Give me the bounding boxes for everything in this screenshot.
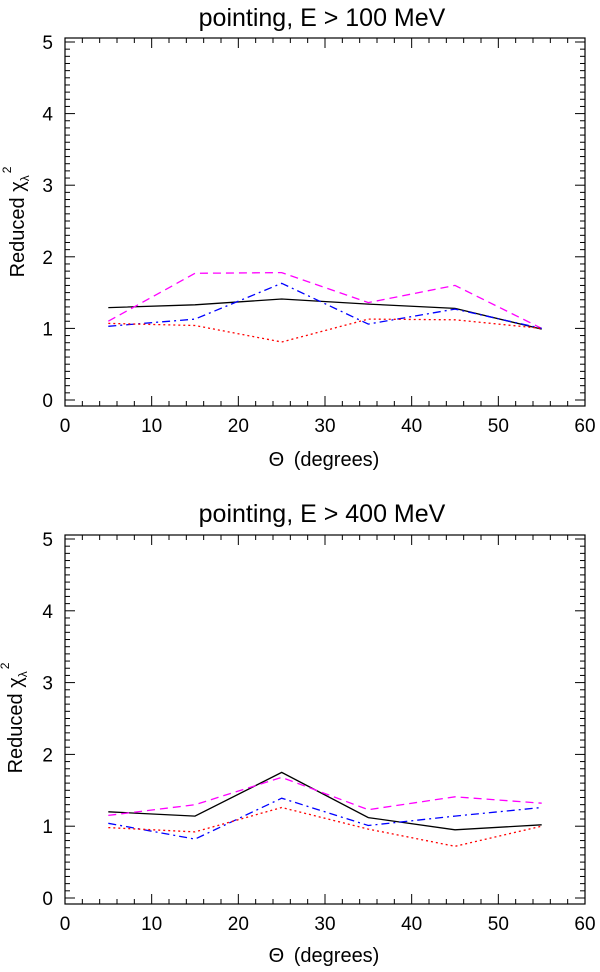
axis-ticks	[64, 535, 586, 904]
y-tick-label: 5	[42, 530, 53, 551]
x-tick-label: 20	[228, 416, 249, 437]
y-axis-chi: χ	[5, 677, 27, 688]
y-tick-label: 3	[42, 176, 53, 197]
x-axis-label: Θ (degrees)	[269, 945, 380, 967]
y-axis-label: Reduced χλ2	[0, 166, 32, 277]
axis-ticks	[64, 38, 586, 406]
x-axis-unit: (degrees)	[294, 945, 380, 967]
x-tick-label: 40	[401, 914, 422, 935]
y-tick-label: 0	[42, 391, 53, 412]
tick-labels: 0 10 20 30 40 50 60 0 1 2 3 4 5	[42, 530, 595, 935]
x-axis-theta: Θ	[269, 945, 285, 967]
x-tick-label: 50	[488, 416, 509, 437]
y-tick-label: 2	[42, 248, 53, 269]
y-tick-label: 1	[42, 319, 53, 340]
x-tick-label: 30	[314, 914, 335, 935]
x-axis-theta: Θ	[269, 449, 285, 471]
y-tick-label: 1	[42, 817, 53, 838]
y-axis-subscript: λ	[16, 671, 30, 677]
chart-title: pointing, E > 400 MeV	[199, 500, 446, 528]
x-axis-label: Θ (degrees)	[269, 449, 380, 471]
y-axis-label-text: Reduced	[5, 688, 27, 774]
plot-frame	[64, 534, 586, 905]
series-line-solid	[108, 771, 542, 831]
y-tick-label: 3	[42, 674, 53, 695]
tick-labels: 0 10 20 30 40 50 60 0 1 2 3 4 5	[42, 33, 595, 437]
y-axis-superscript: 2	[0, 662, 12, 669]
y-tick-label: 4	[42, 105, 53, 126]
y-tick-label: 5	[42, 33, 53, 54]
x-tick-label: 10	[141, 914, 162, 935]
svg-text:Reduced χλ2: Reduced χλ2	[0, 662, 30, 773]
x-tick-label: 30	[314, 416, 335, 437]
x-tick-label: 60	[574, 416, 595, 437]
series-line-dashed	[108, 776, 542, 817]
series-line-dotted	[108, 318, 542, 343]
y-axis-chi: χ	[7, 181, 29, 192]
y-axis-label: Reduced χλ2	[0, 662, 30, 773]
series-lines	[107, 271, 542, 343]
x-tick-label: 60	[574, 914, 595, 935]
x-tick-label: 0	[60, 914, 71, 935]
y-axis-label-text: Reduced	[7, 192, 29, 278]
x-tick-label: 50	[488, 914, 509, 935]
x-tick-label: 40	[401, 416, 422, 437]
y-tick-label: 0	[42, 889, 53, 910]
series-line-dashed	[107, 271, 542, 329]
x-tick-label: 10	[141, 416, 162, 437]
y-tick-label: 4	[42, 602, 53, 623]
x-tick-label: 0	[60, 416, 71, 437]
x-axis-unit: (degrees)	[294, 449, 380, 471]
series-lines	[108, 771, 542, 847]
svg-text:Reduced χλ2: Reduced χλ2	[0, 166, 32, 277]
y-tick-label: 2	[42, 745, 53, 766]
plot-frame	[64, 37, 586, 407]
series-line-dash-dot	[108, 797, 542, 840]
chart-title: pointing, E > 100 MeV	[199, 4, 446, 32]
y-axis-superscript: 2	[0, 166, 14, 173]
series-line-dotted	[108, 806, 542, 847]
y-axis-subscript: λ	[18, 175, 32, 181]
chart-panel-bottom: pointing, E > 400 MeV 0 10 20 30 40 50 60 0 1 2 3 4…	[0, 500, 596, 967]
series-line-dash-dot	[108, 282, 542, 330]
x-tick-label: 20	[228, 914, 249, 935]
chart-panel-top: pointing, E > 100 MeV 0 10 20 30 40 50 60 0 1 2 3 4…	[0, 4, 596, 471]
